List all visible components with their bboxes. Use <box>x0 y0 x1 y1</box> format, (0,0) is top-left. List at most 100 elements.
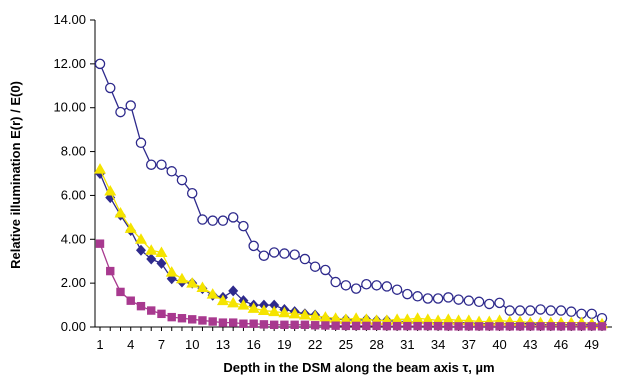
data-point-circle <box>525 305 536 316</box>
x-tick-label: 40 <box>492 337 506 352</box>
data-point-square <box>177 314 187 323</box>
data-point-diamond <box>135 244 146 256</box>
data-point-circle <box>586 308 598 320</box>
data-point-diamond <box>269 299 280 311</box>
data-point-square <box>280 320 289 330</box>
data-point-diamond <box>228 285 239 297</box>
data-point-circle <box>145 159 157 170</box>
data-point-circle <box>412 291 423 302</box>
data-point-circle <box>207 215 218 226</box>
plot-area: 0.00 2.00 4.00 6.00 8.00 10.00 12.00 14.00 1 4 7 10… <box>53 12 612 352</box>
data-point-triangle <box>155 246 168 257</box>
data-point-square <box>157 309 166 319</box>
data-point-diamond <box>146 253 157 265</box>
data-point-square <box>95 239 105 248</box>
data-point-square <box>218 318 228 327</box>
x-tick-label: 37 <box>462 337 476 352</box>
data-point-square <box>536 322 545 331</box>
series-line <box>99 173 602 326</box>
x-tick-label: 25 <box>339 337 353 352</box>
data-point-square <box>403 321 412 331</box>
data-point-square <box>444 322 453 331</box>
x-tick-label: 49 <box>585 337 599 352</box>
data-point-circle <box>197 214 208 225</box>
data-point-triangle <box>319 311 332 322</box>
data-point-triangle <box>227 296 240 308</box>
data-point-triangle <box>309 310 322 321</box>
data-point-circle <box>340 280 352 291</box>
data-point-circle <box>494 297 505 309</box>
data-point-square <box>126 296 135 305</box>
data-point-square <box>433 321 443 331</box>
data-point-triangle <box>165 266 178 277</box>
data-point-circle <box>320 264 331 276</box>
y-tick-label: 10.00 <box>53 100 86 115</box>
data-point-triangle <box>145 244 158 255</box>
data-point-circle <box>555 305 567 316</box>
data-point-circle <box>238 220 249 232</box>
x-tick-label: 1 <box>96 337 103 352</box>
data-point-circle <box>504 305 516 316</box>
data-point-square <box>567 322 576 331</box>
data-point-square <box>577 322 586 331</box>
data-point-circle <box>268 247 280 258</box>
data-point-circle <box>115 106 126 118</box>
data-point-square <box>413 321 422 331</box>
data-point-circle <box>566 306 577 317</box>
x-tick-label: 28 <box>369 337 383 352</box>
series-line <box>99 168 602 325</box>
data-point-circle <box>391 284 403 295</box>
data-point-square <box>269 320 279 330</box>
data-point-circle <box>248 240 259 252</box>
data-point-diamond <box>156 257 167 269</box>
data-point-circle <box>432 293 444 304</box>
y-tick-label: 6.00 <box>61 187 86 202</box>
data-point-circle <box>279 248 290 259</box>
data-point-triangle <box>216 294 229 306</box>
data-point-square <box>485 322 494 331</box>
data-point-circle <box>156 159 167 170</box>
y-tick-label: 0.00 <box>61 319 86 334</box>
data-point-triangle <box>206 288 219 299</box>
y-axis-title: Relative illumination E(r) / E(0) <box>8 81 23 269</box>
data-point-circle <box>514 305 526 316</box>
data-point-circle <box>361 278 372 290</box>
data-point-triangle <box>329 312 342 323</box>
x-tick-label: 13 <box>216 337 230 352</box>
data-point-triangle <box>401 313 414 324</box>
data-point-square <box>249 319 258 328</box>
y-tick-label: 4.00 <box>61 231 86 246</box>
data-point-square <box>423 321 433 331</box>
data-point-square <box>290 320 299 330</box>
data-point-square <box>392 321 402 331</box>
data-point-circle <box>217 215 229 226</box>
data-point-square <box>136 301 146 311</box>
y-tick-label: 8.00 <box>61 144 86 159</box>
x-tick-label: 46 <box>554 337 568 352</box>
data-point-circle <box>289 249 300 260</box>
data-point-circle <box>381 281 393 292</box>
data-point-square <box>351 321 361 331</box>
data-point-triangle <box>278 306 291 318</box>
data-point-circle <box>330 276 341 288</box>
data-point-triangle <box>339 313 352 324</box>
x-tick-label: 31 <box>400 337 414 352</box>
x-tick-label: 22 <box>308 337 322 352</box>
data-point-square <box>515 322 525 331</box>
data-point-circle <box>227 212 239 223</box>
data-point-triangle <box>421 313 434 324</box>
x-axis-title: Depth in the DSM along the beam axis τ, … <box>223 360 494 375</box>
data-point-triangle <box>247 302 260 313</box>
data-point-circle <box>309 261 321 272</box>
data-point-square <box>300 320 310 330</box>
data-point-triangle <box>124 222 137 233</box>
data-point-square <box>495 322 504 331</box>
data-point-square <box>106 266 115 276</box>
data-point-circle <box>104 82 116 94</box>
data-point-circle <box>350 283 362 294</box>
data-point-triangle <box>288 307 301 319</box>
x-tick-label: 4 <box>127 337 134 352</box>
y-tick-label: 14.00 <box>53 12 86 27</box>
data-point-square <box>587 322 596 331</box>
